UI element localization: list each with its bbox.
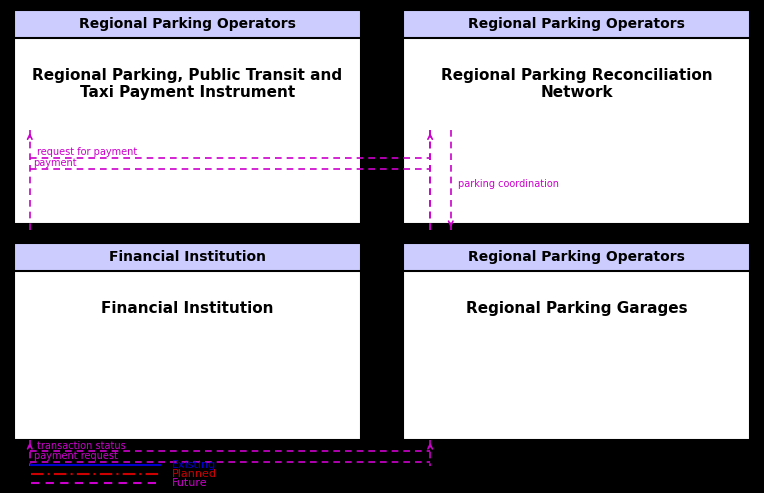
Text: Regional Parking Garages: Regional Parking Garages xyxy=(465,301,688,316)
Text: transaction status: transaction status xyxy=(37,441,126,451)
Text: Financial Institution: Financial Institution xyxy=(102,301,274,316)
Text: Regional Parking Operators: Regional Parking Operators xyxy=(468,17,685,31)
Text: Existing: Existing xyxy=(172,460,216,470)
Text: request for payment: request for payment xyxy=(37,147,138,157)
Bar xyxy=(14,10,361,38)
Text: Regional Parking, Public Transit and
Taxi Payment Instrument: Regional Parking, Public Transit and Tax… xyxy=(33,68,342,101)
Text: parking coordination: parking coordination xyxy=(458,179,559,189)
Text: Financial Institution: Financial Institution xyxy=(109,250,266,264)
Bar xyxy=(403,10,750,224)
Bar xyxy=(403,243,750,440)
Bar xyxy=(403,243,750,271)
Text: Regional Parking Operators: Regional Parking Operators xyxy=(468,250,685,264)
Text: payment: payment xyxy=(34,158,77,168)
Text: Future: Future xyxy=(172,478,208,488)
Text: Regional Parking Operators: Regional Parking Operators xyxy=(79,17,296,31)
Bar xyxy=(14,243,361,440)
Text: payment request: payment request xyxy=(34,452,118,461)
Bar xyxy=(403,10,750,38)
Bar xyxy=(14,10,361,224)
Bar xyxy=(14,243,361,271)
Text: Regional Parking Reconciliation
Network: Regional Parking Reconciliation Network xyxy=(441,68,712,101)
Text: Planned: Planned xyxy=(172,469,217,479)
